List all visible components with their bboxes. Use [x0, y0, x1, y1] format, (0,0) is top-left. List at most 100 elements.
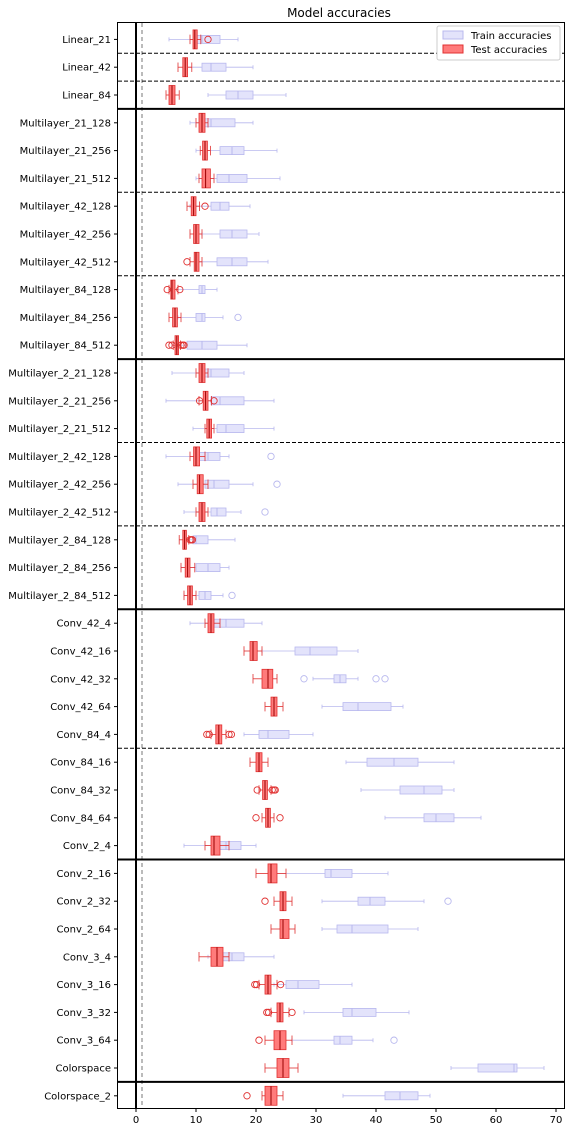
train-box — [183, 62, 254, 72]
train-iqr — [294, 646, 338, 656]
test-outlier — [264, 1008, 273, 1017]
y-tick-label: Conv_3_64 — [57, 1036, 111, 1047]
test-outlier — [243, 1092, 251, 1100]
test-box — [249, 752, 269, 773]
test-outlier — [168, 341, 176, 349]
test-outlier — [252, 814, 260, 822]
train-iqr — [285, 980, 320, 989]
y-tick-label: Multilayer_84_128 — [20, 285, 111, 296]
test-outlier — [205, 730, 213, 739]
y-tick-label: Multilayer_2_21_512 — [8, 424, 111, 435]
test-box — [183, 251, 203, 272]
test-outlier — [276, 980, 285, 989]
y-tick-label: Colorspace_2 — [44, 1091, 111, 1102]
y-tick-label: Conv_2_64 — [57, 925, 111, 936]
test-box — [198, 946, 230, 967]
test-box — [178, 529, 197, 550]
train-box — [345, 757, 455, 767]
test-outlier — [188, 536, 197, 544]
legend-train-label: Train accuracies — [470, 31, 552, 42]
train-outlier — [390, 1036, 398, 1044]
test-box — [204, 835, 230, 856]
train-outlier — [444, 897, 452, 905]
legend-test-label: Test accuracies — [470, 45, 547, 56]
train-iqr — [216, 173, 248, 183]
test-box — [195, 390, 218, 411]
train-box — [291, 1035, 398, 1045]
test-box — [204, 418, 215, 439]
train-iqr — [219, 229, 248, 239]
train-iqr — [324, 869, 353, 878]
test-outlier — [252, 980, 261, 989]
train-box — [384, 813, 482, 823]
test-box — [264, 1058, 299, 1078]
test-outlier — [165, 341, 173, 349]
y-tick-label: Linear_84 — [62, 91, 111, 102]
test-box — [243, 1085, 284, 1106]
test-outlier — [225, 730, 233, 739]
test-outlier — [255, 1036, 263, 1044]
test-box — [255, 863, 287, 884]
y-tick-label: Multilayer_2_84_256 — [8, 563, 111, 574]
legend-test-swatch — [442, 44, 464, 54]
train-iqr — [210, 507, 227, 517]
y-tick-label: Multilayer_42_512 — [20, 257, 111, 268]
test-box — [199, 140, 211, 161]
test-box — [189, 446, 206, 467]
train-outlier — [273, 480, 281, 488]
test-outlier — [271, 786, 279, 794]
train-iqr — [366, 757, 419, 767]
test-box — [183, 585, 197, 606]
train-iqr — [225, 90, 254, 100]
train-box — [450, 1063, 545, 1073]
y-tick-label: Conv_2_4 — [63, 841, 111, 852]
test-iqr — [261, 668, 274, 689]
test-outlier — [177, 341, 185, 349]
test-box — [177, 57, 193, 78]
y-tick-label: Conv_84_64 — [50, 813, 111, 824]
train-outlier — [267, 452, 275, 461]
legend-train-swatch — [442, 30, 464, 40]
test-box — [195, 502, 209, 522]
test-outlier — [183, 258, 191, 266]
train-iqr — [204, 479, 230, 489]
test-outlier — [176, 285, 184, 294]
y-tick-label: Conv_84_32 — [50, 786, 111, 797]
test-outlier — [210, 397, 218, 405]
test-box — [198, 168, 215, 189]
y-tick-label: Conv_42_64 — [50, 702, 111, 713]
test-iqr — [249, 641, 258, 661]
train-box — [243, 730, 314, 739]
test-outlier — [251, 980, 259, 989]
test-iqr — [210, 835, 221, 856]
test-box — [186, 196, 209, 217]
y-tick-label: Multilayer_84_512 — [20, 341, 111, 352]
train-box — [165, 451, 275, 461]
train-outlier — [234, 313, 242, 322]
y-tick-label: Conv_84_4 — [57, 730, 111, 741]
y-tick-label: Multilayer_42_128 — [20, 202, 111, 213]
train-iqr — [336, 924, 389, 934]
y-tick-label: Linear_42 — [62, 63, 111, 74]
test-outlier — [195, 397, 204, 405]
y-tick-label: Multilayer_21_512 — [20, 174, 111, 185]
y-tick-label: Multilayer_2_84_512 — [8, 591, 111, 602]
train-outlier — [372, 675, 380, 683]
test-outlier — [253, 786, 261, 794]
test-box — [163, 279, 184, 300]
train-box — [300, 674, 389, 684]
test-box — [252, 807, 284, 828]
y-tick-label: Conv_3_16 — [57, 980, 111, 991]
train-box — [321, 924, 419, 934]
test-iqr — [201, 168, 211, 189]
train-box — [360, 785, 455, 795]
y-tick-label: Multilayer_42_256 — [20, 230, 111, 241]
y-tick-label: Multilayer_21_256 — [20, 146, 111, 157]
chart-title: Model accuracies — [287, 6, 391, 20]
test-box — [195, 363, 209, 383]
train-box — [207, 90, 287, 100]
train-iqr — [195, 312, 206, 322]
test-iqr — [193, 446, 201, 467]
test-box — [264, 696, 284, 717]
y-tick-label: Conv_84_16 — [50, 758, 111, 769]
